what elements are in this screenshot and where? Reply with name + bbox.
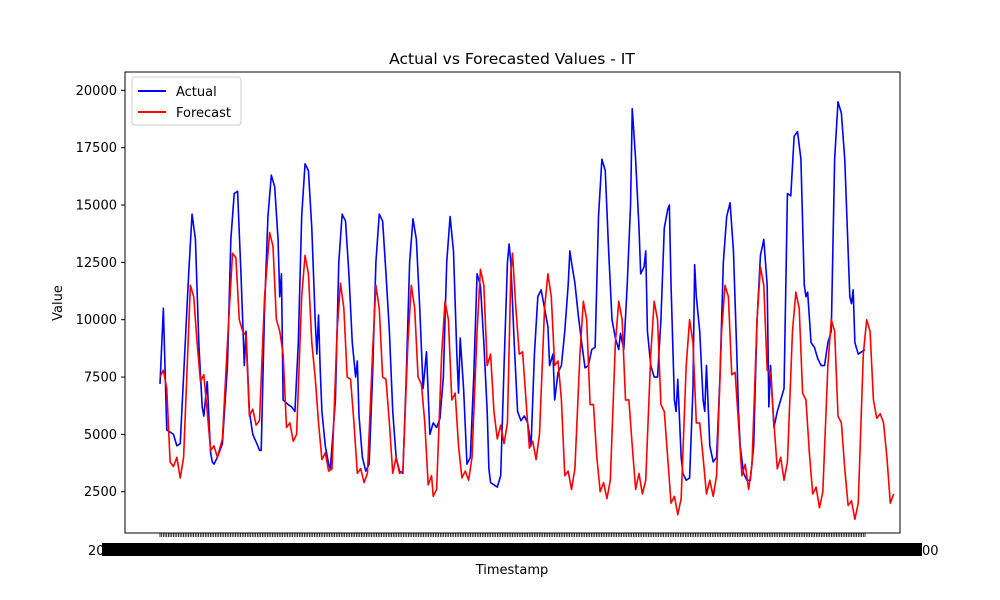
y-tick-label: 5000 (84, 428, 117, 443)
x-tick-label-first: 20 (88, 544, 105, 559)
plot-frame (124, 71, 901, 534)
series-line-forecast (159, 231, 895, 521)
y-tick-label: 15000 (76, 199, 117, 214)
legend: Actual Forecast (131, 76, 242, 126)
y-tick-label: 17500 (76, 141, 117, 156)
x-tick-label-last: 00 (922, 544, 939, 559)
legend-label-forecast: Forecast (176, 106, 231, 121)
x-axis-label: Timestamp (475, 563, 549, 578)
series-layer (159, 101, 895, 521)
y-tick-label: 10000 (76, 313, 117, 328)
x-axis-ticks (102, 533, 922, 556)
y-tick-label: 12500 (76, 256, 117, 271)
x-tick-labels-overlap (102, 543, 922, 556)
y-tick-label: 20000 (76, 84, 117, 99)
y-tick-label: 7500 (84, 371, 117, 386)
y-tick-label: 2500 (84, 485, 117, 500)
legend-label-actual: Actual (176, 85, 217, 100)
y-axis-label: Value (51, 285, 66, 321)
chart-title: Actual vs Forecasted Values - IT (389, 50, 635, 68)
y-axis-ticks: 2500 5000 7500 10000 12500 15000 17500 20000 (76, 84, 125, 500)
